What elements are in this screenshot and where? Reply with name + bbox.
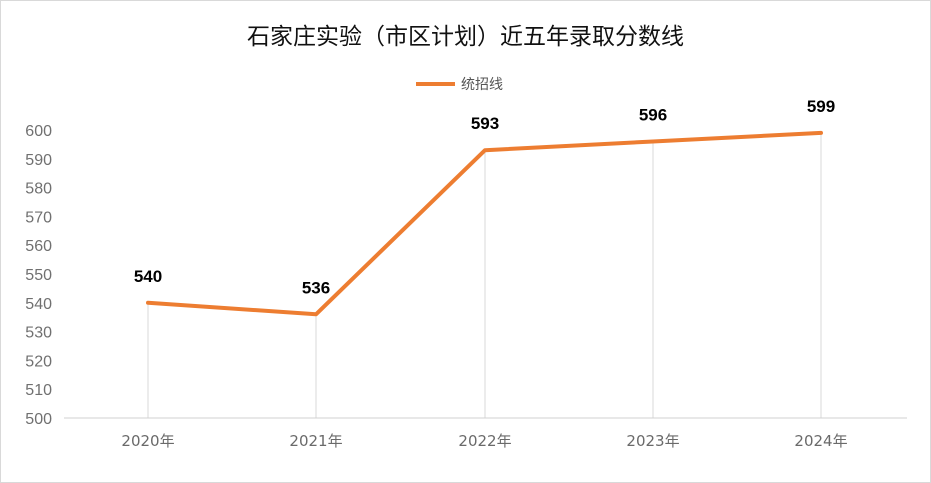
- legend-label: 统招线: [461, 77, 503, 93]
- y-tick-label: 600: [25, 123, 52, 140]
- y-tick-label: 590: [25, 152, 52, 169]
- x-tick-label: 2024年: [794, 432, 847, 450]
- y-tick-label: 520: [25, 353, 52, 370]
- series-line: [146, 130, 823, 317]
- x-tick-label: 2021年: [289, 432, 342, 450]
- data-label: 599: [807, 97, 835, 116]
- data-label: 596: [639, 106, 667, 125]
- data-label: 540: [134, 267, 162, 286]
- x-tick-label: 2020年: [121, 432, 174, 450]
- y-tick-label: 500: [25, 411, 52, 428]
- x-tick-label: 2022年: [458, 432, 511, 450]
- y-tick-label: 580: [25, 181, 52, 198]
- data-label: 536: [302, 278, 330, 297]
- y-tick-label: 530: [25, 325, 52, 342]
- chart-title: 石家庄实验（市区计划）近五年录取分数线: [247, 24, 684, 50]
- y-tick-label: 570: [25, 209, 52, 226]
- y-tick-label: 510: [25, 382, 52, 399]
- data-label: 593: [471, 114, 499, 133]
- x-tick-label: 2023年: [626, 432, 679, 450]
- y-tick-label: 550: [25, 267, 52, 284]
- y-tick-label: 540: [25, 296, 52, 313]
- y-tick-label: 560: [25, 238, 52, 255]
